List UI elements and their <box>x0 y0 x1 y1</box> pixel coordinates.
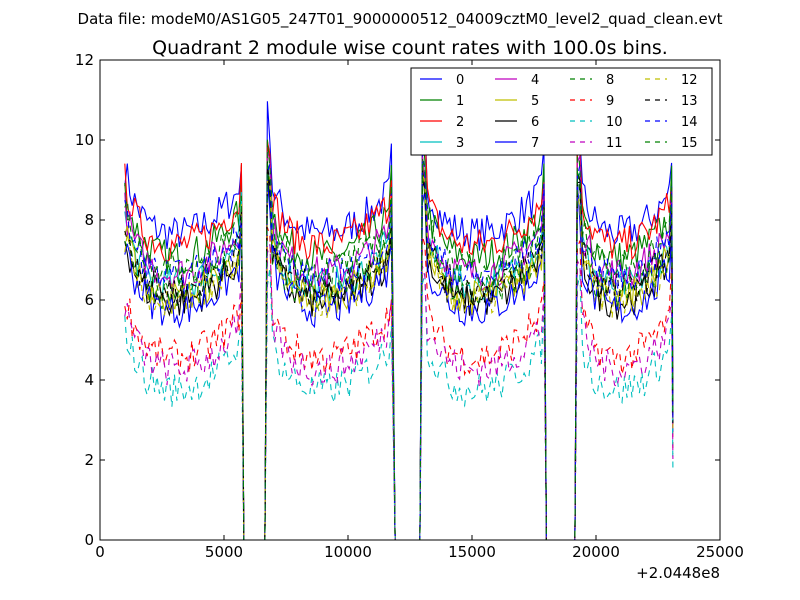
legend-label-7: 7 <box>531 136 539 151</box>
legend-label-15: 15 <box>681 136 698 151</box>
y-tick-label: 12 <box>75 51 94 69</box>
legend-label-1: 1 <box>456 94 464 109</box>
legend-label-12: 12 <box>681 73 698 88</box>
legend-box <box>410 67 713 156</box>
y-tick-label: 8 <box>84 211 94 229</box>
x-tick-label: 0 <box>95 543 105 561</box>
series-line-10 <box>124 267 674 541</box>
plot-lines <box>124 101 674 541</box>
series-line-3 <box>124 153 674 541</box>
series-line-2 <box>124 115 674 541</box>
legend-label-5: 5 <box>531 94 539 109</box>
series-line-13 <box>124 162 674 541</box>
y-tick-label: 0 <box>84 531 94 549</box>
legend-label-11: 11 <box>606 136 623 151</box>
x-tick-label: 5000 <box>205 543 243 561</box>
legend-label-0: 0 <box>456 73 464 88</box>
series-line-4 <box>124 151 674 541</box>
legend-label-3: 3 <box>456 136 464 151</box>
legend-label-6: 6 <box>531 115 539 130</box>
series-line-1 <box>124 129 674 541</box>
y-tick-label: 4 <box>84 371 94 389</box>
legend-label-2: 2 <box>456 115 464 130</box>
y-tick-label: 6 <box>84 291 94 309</box>
series-line-12 <box>124 171 674 541</box>
x-tick-label: 20000 <box>572 543 620 561</box>
series-line-7 <box>124 182 674 541</box>
legend-label-4: 4 <box>531 73 539 88</box>
legend-label-13: 13 <box>681 94 698 109</box>
x-offset-label: +2.0448e8 <box>636 564 720 582</box>
series-line-0 <box>124 101 674 541</box>
series-line-8 <box>124 160 674 541</box>
y-tick-label: 10 <box>75 131 94 149</box>
series-line-15 <box>124 139 674 541</box>
series-line-11 <box>124 244 674 541</box>
x-tick-label: 25000 <box>696 543 744 561</box>
x-tick-label: 10000 <box>324 543 372 561</box>
y-tick-label: 2 <box>84 451 94 469</box>
legend-label-10: 10 <box>606 115 623 130</box>
legend-label-8: 8 <box>606 73 614 88</box>
legend-label-9: 9 <box>606 94 614 109</box>
x-tick-label: 15000 <box>448 543 496 561</box>
chart-title: Quadrant 2 module wise count rates with … <box>152 37 668 59</box>
legend-label-14: 14 <box>681 115 698 130</box>
chart-suptitle: Data file: modeM0/AS1G05_247T01_90000005… <box>78 10 723 29</box>
series-line-14 <box>124 147 674 541</box>
